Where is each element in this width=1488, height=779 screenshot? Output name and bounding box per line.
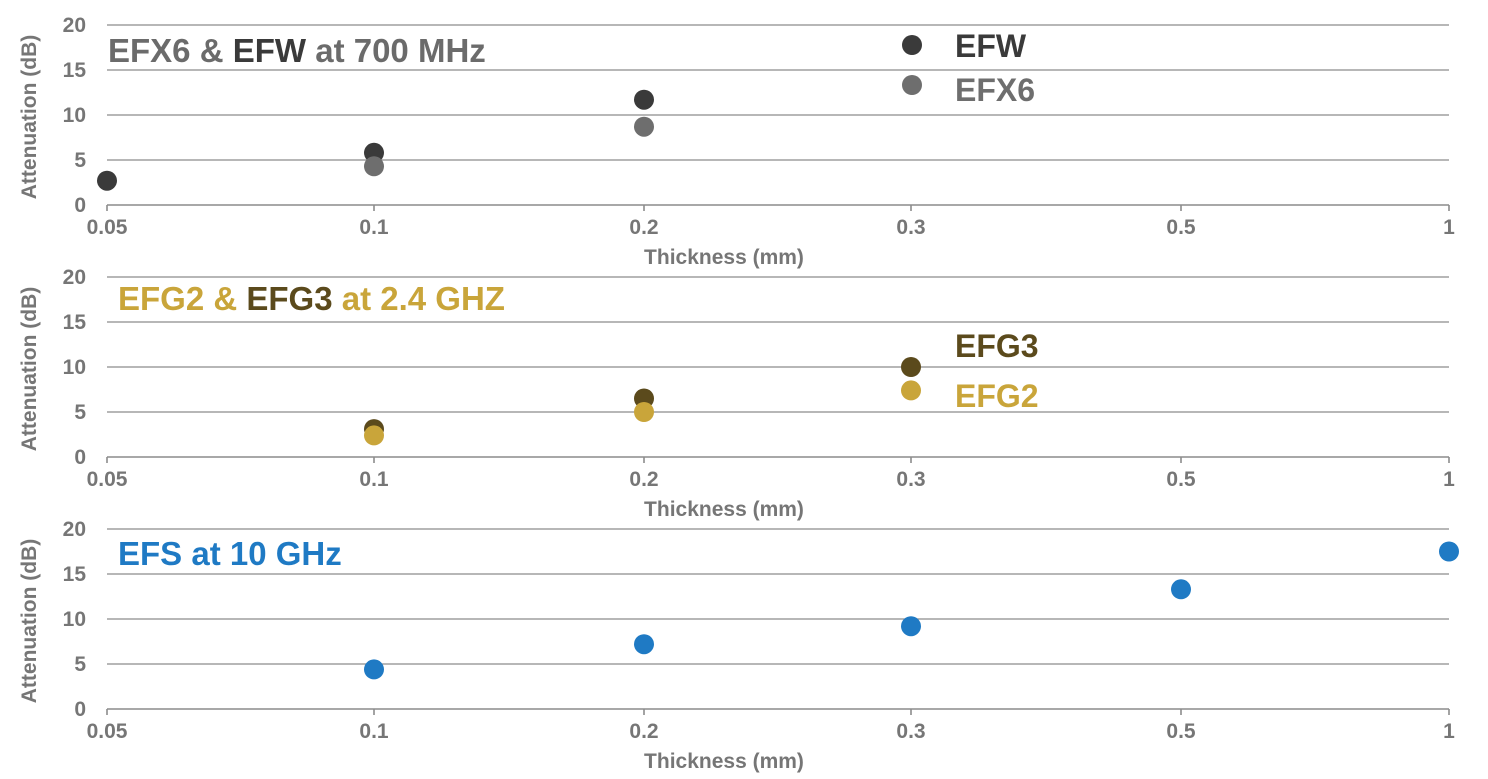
y-tick-label: 5: [74, 401, 86, 424]
x-tick-label: 0.3: [896, 216, 925, 239]
chart-title-part: &: [191, 32, 233, 69]
legend-label-efw: EFW: [955, 28, 1027, 64]
data-point-efs: [1439, 541, 1459, 562]
chart-title-part: EFW: [233, 32, 307, 69]
y-tick-label: 5: [74, 149, 86, 172]
data-point-efs: [1171, 579, 1191, 600]
x-tick-label: 0.3: [896, 468, 925, 491]
x-tick-label: 1: [1443, 216, 1455, 239]
data-point-efg3: [901, 357, 921, 377]
x-tick-label: 0.2: [629, 720, 658, 743]
chart-title: EFS at 10 GHz: [118, 535, 342, 572]
y-tick-label: 10: [63, 356, 86, 379]
x-axis-title: Thickness (mm): [644, 750, 804, 773]
data-point-efs: [634, 634, 654, 655]
x-axis-title: Thickness (mm): [644, 498, 804, 521]
x-tick-label: 1: [1443, 468, 1455, 491]
data-point-efs: [901, 616, 921, 637]
y-tick-label: 0: [74, 194, 86, 217]
chart-title: EFX6 & EFW at 700 MHz: [108, 32, 486, 69]
y-tick-label: 20: [63, 266, 86, 289]
data-point-efx6: [634, 116, 654, 137]
y-tick-label: 15: [63, 311, 87, 334]
chart-panel-2: 0 5 10 15 20 0.05 0.1 0.2 0.3 0.5 1 Thickness (mm) A…: [18, 266, 1455, 521]
y-axis-title: Attenuation (dB): [18, 287, 41, 451]
chart-title-part: EFS at 10 GHz: [118, 535, 342, 572]
chart-title-part: EFG3: [246, 280, 332, 317]
x-tick-label: 0.5: [1166, 720, 1196, 743]
data-point-efs: [364, 659, 384, 680]
chart-title-part: at 2.4 GHZ: [333, 280, 505, 317]
y-tick-label: 15: [63, 59, 87, 82]
y-tick-label: 0: [74, 446, 86, 469]
x-tick-label: 0.1: [359, 468, 389, 491]
x-tick-label: 0.2: [629, 216, 658, 239]
data-point-efg2: [634, 402, 654, 422]
legend-marker-efx6: [902, 75, 922, 95]
x-tick-label: 0.2: [629, 468, 658, 491]
x-tick-label: 0.5: [1166, 216, 1196, 239]
x-tick-label: 1: [1443, 720, 1455, 743]
x-tick-label: 0.3: [896, 720, 925, 743]
x-tick-label: 0.05: [87, 216, 128, 239]
chart-panel-1: 0 5 10 15 20 0.05 0.1 0.2 0.3 0.5 1 Thickness (mm) A…: [18, 14, 1455, 269]
x-tick-label: 0.05: [87, 468, 128, 491]
x-axis-title: Thickness (mm): [644, 246, 804, 269]
x-tick-label: 0.1: [359, 216, 389, 239]
chart-title-part: EFX6: [108, 32, 191, 69]
y-tick-label: 5: [74, 653, 86, 676]
chart-title-part: EFG2: [118, 280, 204, 317]
y-tick-label: 10: [63, 104, 86, 127]
y-tick-label: 15: [63, 563, 87, 586]
chart-title: EFG2 & EFG3 at 2.4 GHZ: [118, 280, 505, 317]
data-point-efx6: [364, 156, 384, 177]
y-tick-label: 10: [63, 608, 86, 631]
data-point-efg2: [901, 380, 921, 401]
legend-label-efg2: EFG2: [955, 378, 1039, 414]
y-tick-label: 0: [74, 698, 86, 721]
y-tick-label: 20: [63, 518, 86, 541]
legend-marker-efw: [902, 35, 922, 55]
data-point-efw: [97, 170, 117, 191]
legend-label-efx6: EFX6: [955, 72, 1035, 108]
data-point-efg2: [364, 425, 384, 446]
y-tick-label: 20: [63, 14, 86, 37]
chart-panel-3: 0 5 10 15 20 0.05 0.1 0.2 0.3 0.5 1 Thickness (mm) A…: [18, 518, 1459, 773]
chart-title-part: &: [204, 280, 246, 317]
x-tick-label: 0.5: [1166, 468, 1196, 491]
x-tick-label: 0.05: [87, 720, 128, 743]
y-axis-title: Attenuation (dB): [18, 35, 41, 199]
data-point-efw: [634, 89, 654, 110]
y-axis-title: Attenuation (dB): [18, 539, 41, 703]
x-tick-label: 0.1: [359, 720, 389, 743]
chart-title-part: at 700 MHz: [306, 32, 486, 69]
legend-label-efg3: EFG3: [955, 328, 1039, 364]
